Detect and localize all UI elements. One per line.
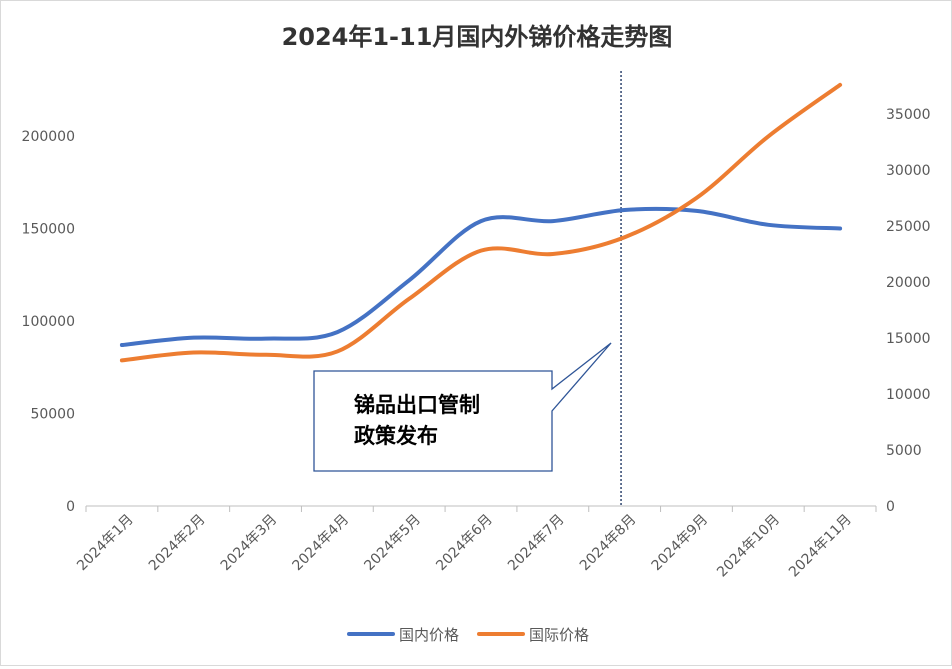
domestic-point	[264, 337, 268, 341]
y-right-tick-label: 25000	[886, 219, 931, 235]
x-tick-label: 2024年1月	[74, 512, 137, 575]
international-point	[623, 235, 627, 239]
y-left-tick-label: 50000	[30, 407, 75, 423]
domestic-point	[407, 278, 411, 282]
y-left-tick-label: 200000	[22, 129, 75, 145]
x-tick-label: 2024年3月	[218, 512, 281, 575]
international-point	[766, 134, 770, 138]
series-line-domestic	[119, 206, 843, 348]
international-point	[407, 297, 411, 301]
series-layer	[119, 82, 843, 363]
international-point	[838, 83, 842, 87]
y-right-tick-label: 10000	[886, 387, 931, 403]
international-point	[192, 351, 196, 355]
x-tick-label: 2024年10月	[714, 512, 783, 581]
x-tick-label: 2024年8月	[577, 512, 640, 575]
international-point	[694, 196, 698, 200]
international-point	[551, 252, 555, 256]
policy-callout-box	[313, 342, 612, 472]
domestic-point	[120, 343, 124, 347]
international-point	[264, 353, 268, 357]
domestic-point	[192, 336, 196, 340]
legend-label-domestic: 国内价格	[399, 626, 459, 644]
legend-label-international: 国际价格	[529, 626, 589, 644]
x-tick-label: 2024年2月	[146, 512, 209, 575]
international-point	[335, 349, 339, 353]
policy-callout-text: 政策发布	[354, 424, 438, 448]
x-tick-label: 2024年6月	[433, 512, 496, 575]
x-tick-label: 2024年5月	[361, 512, 424, 575]
legend-layer: 国内价格 国际价格	[347, 626, 589, 644]
x-tick-label: 2024年7月	[505, 512, 568, 575]
domestic-point	[766, 223, 770, 227]
domestic-point	[838, 227, 842, 231]
y-left-tick-label: 100000	[22, 314, 75, 330]
domestic-point	[623, 208, 627, 212]
x-tick-label: 2024年11月	[786, 512, 855, 581]
international-point	[479, 249, 483, 253]
axis-layer: 2024年1月 2024年2月 2024年3月 2024年4月 2024年5月 2024年…	[22, 107, 931, 580]
domestic-point	[335, 330, 339, 334]
y-right-tick-label: 5000	[886, 443, 922, 459]
x-tick-label: 2024年4月	[290, 512, 353, 575]
y-right-tick-label: 30000	[886, 163, 931, 179]
domestic-point	[551, 219, 555, 223]
policy-callout-text: 锑品出口管制	[354, 393, 480, 417]
domestic-point	[694, 209, 698, 213]
chart-title: 2024年1-11月国内外锑价格走势图	[282, 23, 673, 51]
international-point	[120, 358, 124, 362]
domestic-point	[479, 219, 483, 223]
y-left-tick-label: 0	[66, 499, 75, 515]
y-left-tick-label: 150000	[22, 222, 75, 238]
series-line-international	[119, 82, 843, 363]
x-tick-label: 2024年9月	[649, 512, 712, 575]
y-right-tick-label: 20000	[886, 275, 931, 291]
y-right-tick-label: 35000	[886, 107, 931, 123]
y-right-tick-label: 15000	[886, 331, 931, 347]
y-right-tick-label: 0	[886, 499, 895, 515]
